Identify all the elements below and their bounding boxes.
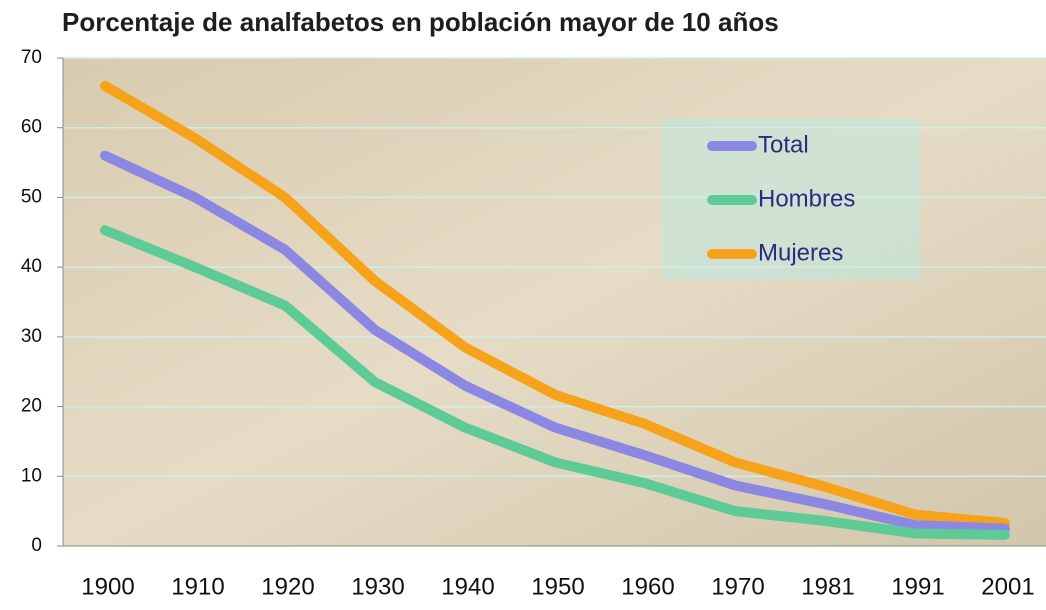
legend-label: Total [758,131,809,158]
y-tick-label: 20 [21,396,42,417]
chart: Porcentaje de analfabetos en población m… [0,0,1046,610]
chart-title: Porcentaje de analfabetos en población m… [62,7,779,37]
x-tick-label: 1950 [531,573,584,600]
y-tick-label: 10 [21,465,42,486]
x-tick-label: 2001 [981,573,1034,600]
x-tick-label: 1930 [351,573,404,600]
y-tick-label: 30 [21,326,42,347]
x-tick-label: 1981 [801,573,854,600]
x-tick-label: 1920 [261,573,314,600]
y-tick-label: 60 [21,117,42,138]
y-tick-label: 0 [31,535,42,556]
y-tick-label: 50 [21,186,42,207]
x-tick-label: 1991 [891,573,944,600]
x-tick-label: 1970 [711,573,764,600]
x-tick-label: 1900 [81,573,134,600]
x-tick-label: 1960 [621,573,674,600]
y-tick-label: 40 [21,256,42,277]
y-tick-label: 70 [21,47,42,68]
legend-label: Mujeres [758,239,843,266]
x-tick-label: 1910 [171,573,224,600]
legend-label: Hombres [758,185,855,212]
x-tick-label: 1940 [441,573,494,600]
